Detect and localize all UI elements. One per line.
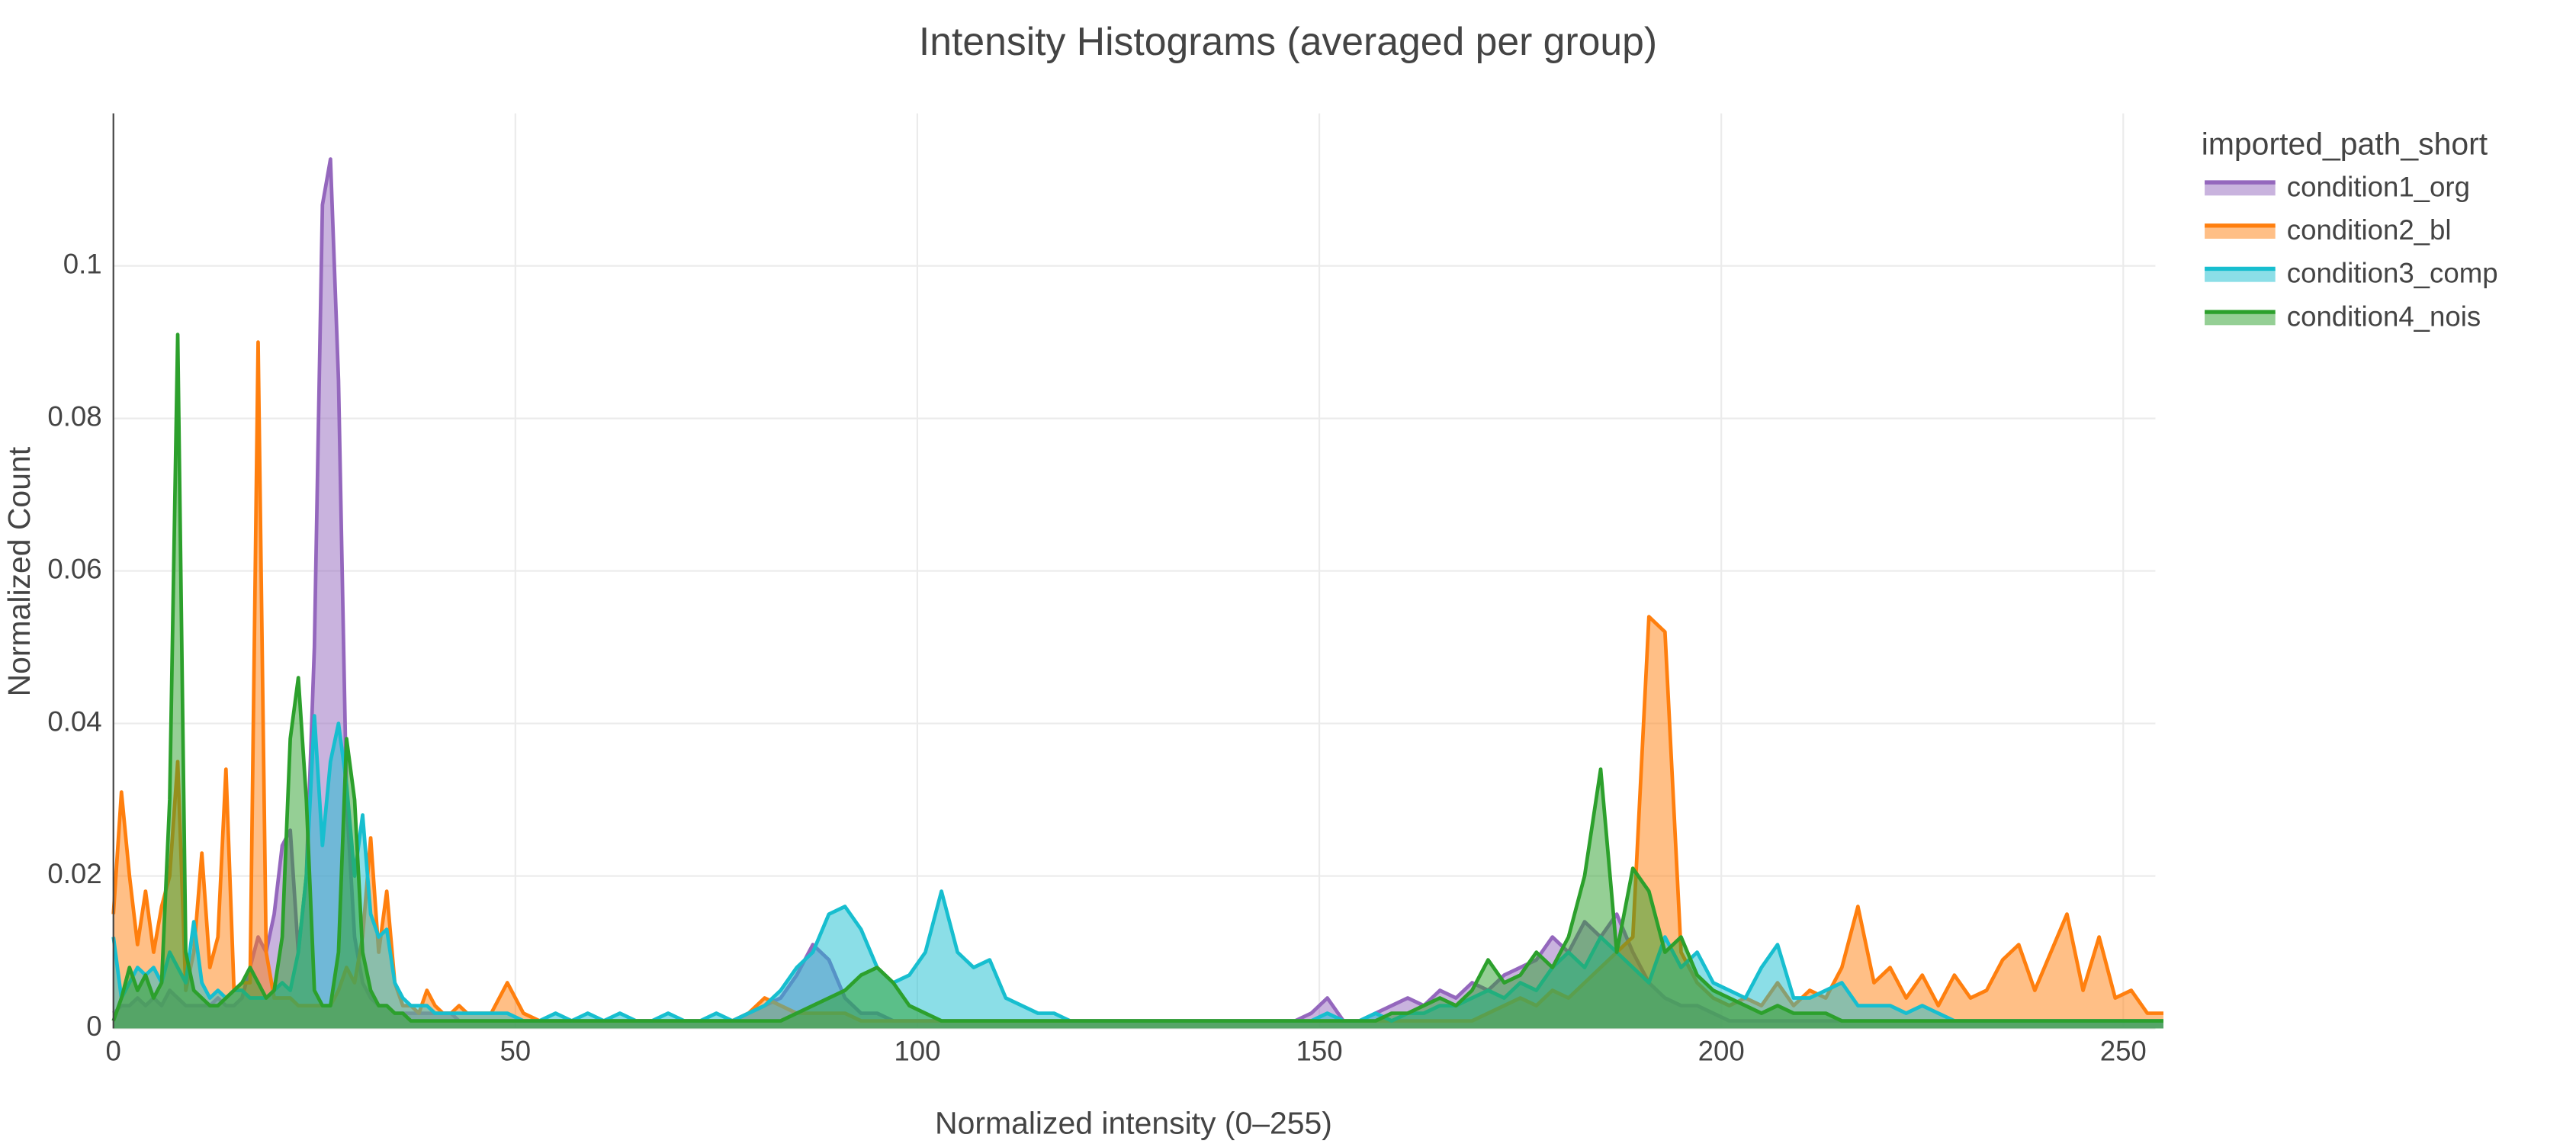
chart-title: Intensity Histograms (averaged per group… — [919, 19, 1657, 63]
grid — [112, 113, 2156, 1030]
x-tick-label: 100 — [894, 1036, 940, 1067]
x-tick-label: 150 — [1296, 1036, 1343, 1067]
x-tick-label: 200 — [1698, 1036, 1745, 1067]
legend-swatch — [2205, 225, 2276, 239]
legend-swatch — [2205, 312, 2276, 326]
y-tick-label: 0.1 — [63, 248, 102, 279]
y-tick-label: 0 — [86, 1011, 101, 1042]
y-tick-label: 0.06 — [47, 553, 101, 584]
legend-title: imported_path_short — [2202, 127, 2488, 162]
y-tick-label: 0.08 — [47, 400, 101, 432]
series-line — [112, 157, 2163, 1023]
x-tick-label: 250 — [2100, 1036, 2147, 1067]
legend-label: condition1_org — [2287, 171, 2470, 202]
y-tick-label: 0.04 — [47, 705, 101, 737]
y-axis-label: Normalized Count — [2, 446, 37, 696]
y-tick-label: 0.02 — [47, 858, 101, 889]
axes: 0 0.02 0.04 0.06 0.08 0.1 0 50 100 150 200 250 condi… — [47, 113, 2498, 1067]
x-tick-label: 50 — [499, 1036, 531, 1067]
x-axis-label: Normalized intensity (0–255) — [935, 1105, 1332, 1140]
series-line — [111, 340, 2163, 1023]
x-tick-label: 0 — [106, 1036, 121, 1067]
plot-area — [111, 157, 2163, 1029]
legend-swatch — [2205, 268, 2276, 282]
legend-label: condition3_comp — [2287, 258, 2498, 289]
legend-label: condition2_bl — [2287, 214, 2452, 246]
legend-swatch — [2205, 182, 2276, 196]
area-fill — [113, 159, 2163, 1029]
series-line — [111, 333, 2163, 1023]
series-line — [111, 714, 2163, 1023]
legend-label: condition4_nois — [2287, 300, 2481, 332]
area-fill — [113, 342, 2163, 1029]
